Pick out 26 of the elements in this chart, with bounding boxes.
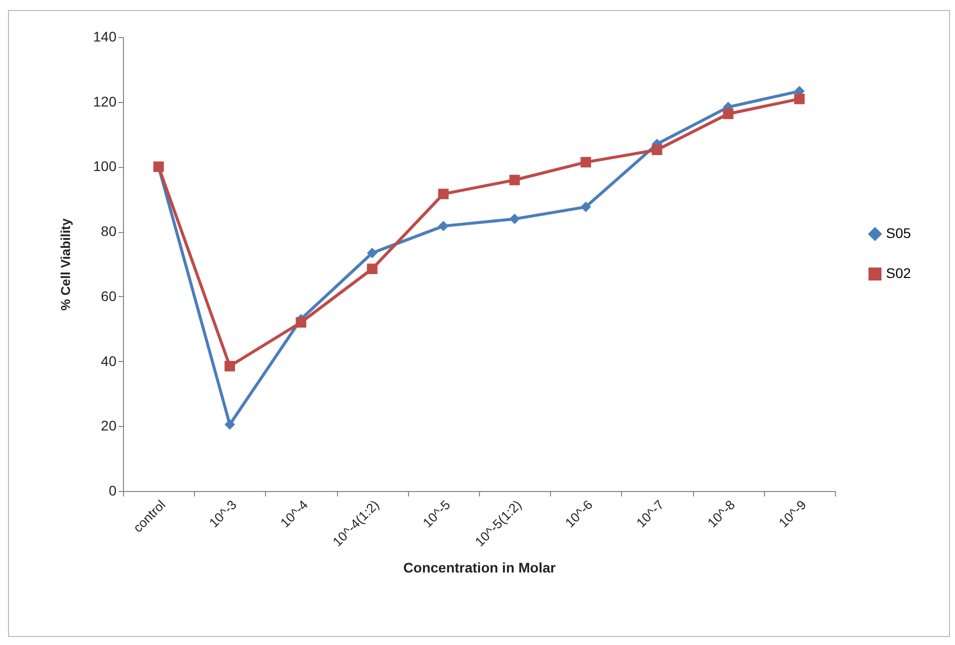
y-axis-title: % Cell Viability <box>58 218 74 311</box>
y-tick-label: 40 <box>100 352 117 369</box>
point <box>366 248 378 258</box>
point <box>509 174 520 186</box>
y-tick-label: 100 <box>93 158 117 174</box>
point <box>438 188 449 200</box>
y-tick-label: 120 <box>93 93 117 110</box>
point <box>224 419 236 430</box>
y-tick-label: 80 <box>100 223 117 240</box>
point <box>366 264 378 274</box>
point <box>296 317 306 328</box>
point <box>722 108 734 120</box>
y-tick-label: 60 <box>100 288 117 304</box>
y-tick-label: 140 <box>93 28 117 44</box>
y-tick-label: 20 <box>100 418 117 434</box>
point <box>652 144 662 156</box>
x-axis-title: Concentration in Molar <box>403 559 556 576</box>
point <box>580 202 592 212</box>
legend-label: S02 <box>886 265 912 281</box>
point <box>509 214 520 224</box>
point <box>438 220 449 232</box>
point <box>224 360 236 372</box>
legend-label: S05 <box>886 225 912 241</box>
point <box>794 94 805 104</box>
y-tick-label: 0 <box>108 482 117 498</box>
point <box>580 156 592 168</box>
